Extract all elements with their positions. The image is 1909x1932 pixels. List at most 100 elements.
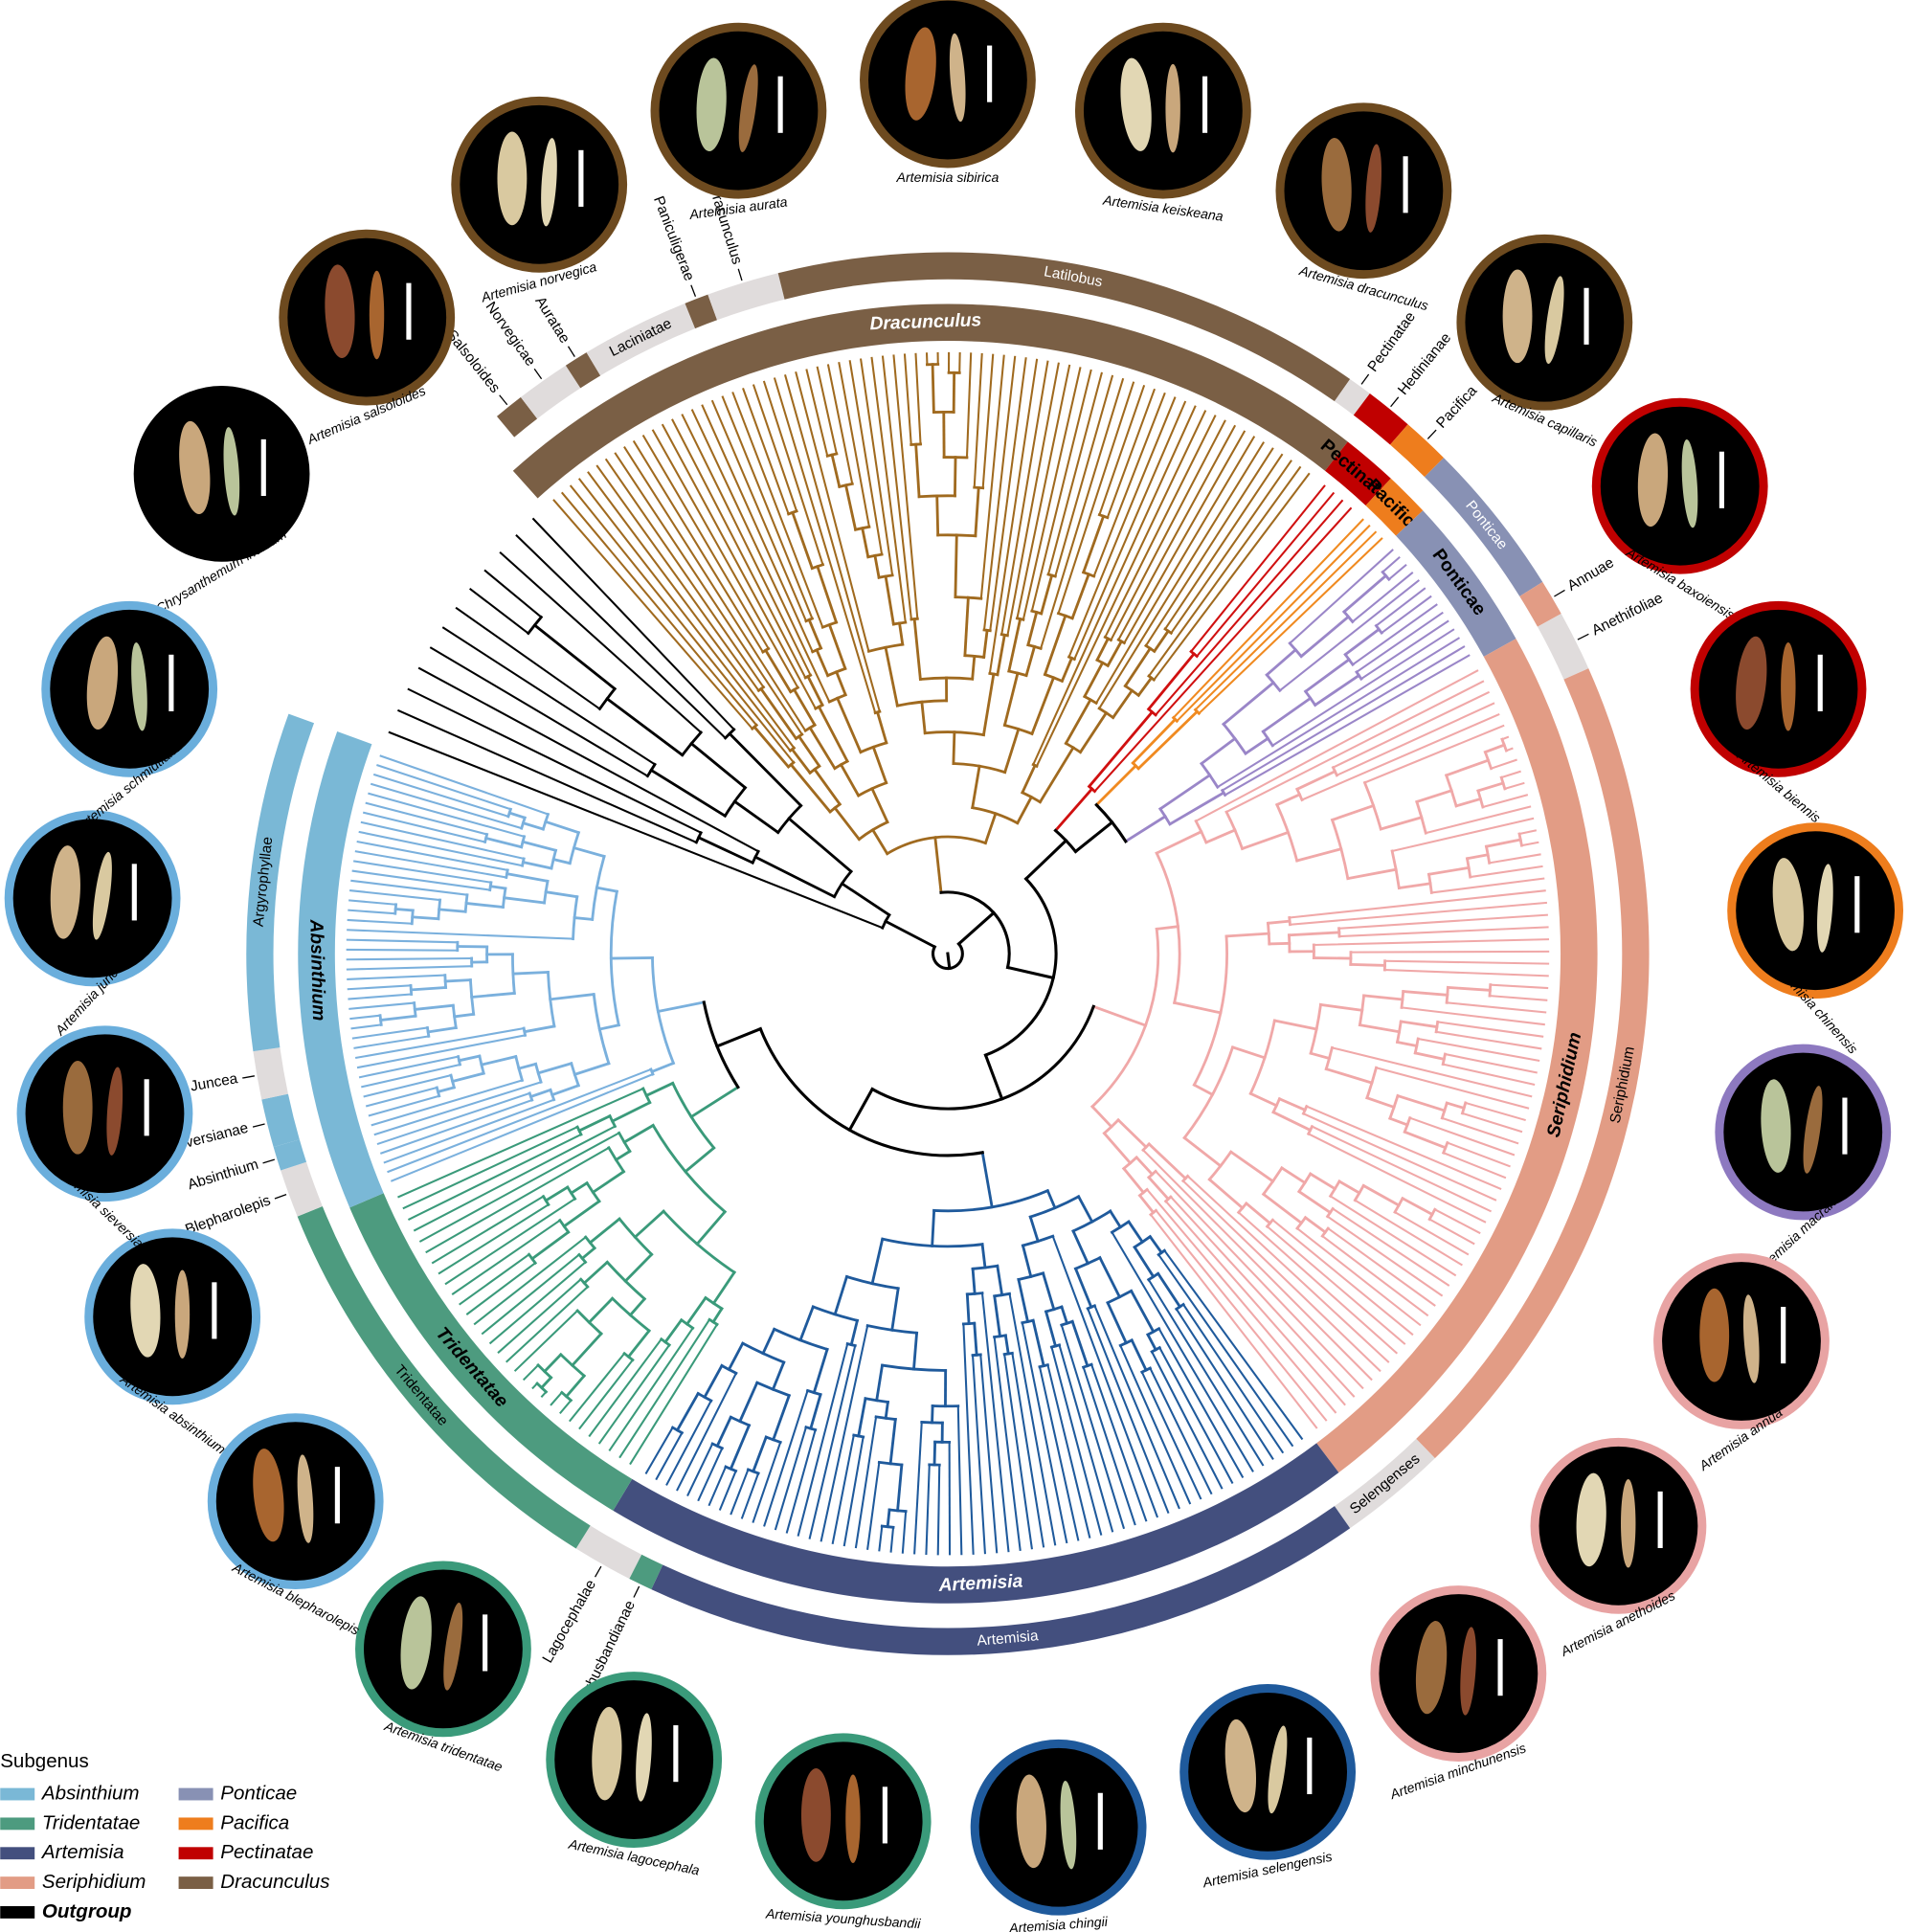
floret	[1742, 1294, 1760, 1383]
floret	[905, 27, 936, 121]
section-tick	[499, 394, 508, 406]
branch	[936, 1464, 941, 1556]
branch	[849, 1318, 860, 1347]
branch	[1148, 1366, 1213, 1495]
branch	[356, 1034, 527, 1069]
branch	[379, 1014, 417, 1022]
floret	[1268, 1725, 1288, 1814]
branch	[1278, 579, 1420, 692]
section-band	[575, 1525, 642, 1579]
branch	[791, 510, 815, 571]
branch	[1461, 1112, 1523, 1134]
branch	[925, 1463, 931, 1556]
branch	[605, 696, 685, 757]
branch	[1335, 702, 1495, 777]
section-band	[1519, 581, 1561, 627]
branch	[848, 360, 884, 556]
branch	[996, 633, 1006, 677]
branch	[1446, 1141, 1511, 1168]
scale-bar	[131, 864, 137, 921]
branch	[436, 1086, 457, 1094]
branch	[1415, 788, 1453, 804]
section-tick	[274, 1194, 287, 1200]
branch	[473, 1235, 588, 1326]
branch	[1129, 1289, 1156, 1334]
branch	[1038, 1365, 1080, 1541]
branch	[839, 762, 861, 798]
branch	[946, 952, 952, 971]
branch	[1355, 611, 1444, 674]
branch	[641, 434, 771, 650]
branch	[790, 747, 813, 775]
branch	[840, 881, 891, 917]
subgenus-label: Tridentatae	[432, 1324, 512, 1412]
branch	[1021, 1321, 1068, 1544]
photo-ring	[1653, 1253, 1830, 1429]
section-tick	[567, 346, 575, 357]
branch	[979, 1353, 999, 1554]
branch	[1123, 814, 1168, 843]
branch	[1121, 1166, 1146, 1195]
branch	[1043, 614, 1067, 677]
branch	[1169, 1195, 1356, 1398]
branch	[965, 1292, 971, 1326]
specimen-photo: Artemisia chingii	[970, 1739, 1147, 1932]
species-label: Artemisia younghusbandii	[765, 1906, 922, 1932]
branch	[833, 1274, 849, 1316]
branch	[407, 1133, 583, 1221]
floret	[174, 1269, 191, 1359]
branch	[426, 1025, 458, 1034]
branch	[843, 483, 858, 531]
branch	[370, 782, 524, 830]
branch	[1134, 1155, 1155, 1177]
floret	[1576, 1472, 1606, 1567]
branch	[806, 674, 824, 708]
scale-bar	[777, 76, 783, 133]
branch	[1194, 669, 1479, 823]
branch	[544, 1185, 570, 1202]
branch	[979, 354, 1005, 600]
branch	[1488, 995, 1548, 1001]
section-band	[1353, 393, 1408, 445]
branch	[1444, 1052, 1538, 1074]
branch	[1403, 1130, 1448, 1150]
branch	[783, 374, 882, 713]
scale-bar	[1497, 1639, 1503, 1696]
branch	[1288, 549, 1394, 645]
branch	[552, 499, 754, 730]
branch	[402, 1125, 579, 1210]
branch	[1157, 1346, 1234, 1484]
branch	[981, 672, 996, 737]
photo-ring	[1074, 22, 1251, 199]
branch	[441, 626, 657, 766]
branch	[1181, 1303, 1285, 1454]
branch	[1287, 931, 1341, 937]
branch	[1197, 537, 1383, 715]
branch	[797, 734, 821, 769]
branch	[980, 1243, 987, 1269]
branch	[1380, 595, 1432, 635]
branch	[513, 1309, 579, 1372]
floret	[1621, 1478, 1636, 1568]
floret	[738, 64, 758, 152]
branch	[1060, 656, 1074, 684]
floret	[592, 1706, 622, 1801]
branch	[1430, 877, 1545, 894]
branch	[1064, 697, 1092, 746]
branch	[387, 1067, 653, 1174]
floret	[1224, 1719, 1257, 1813]
branch	[1416, 1037, 1540, 1063]
legend-swatch	[178, 1817, 213, 1831]
branch	[413, 1125, 617, 1232]
photo-ring	[546, 1672, 723, 1848]
branch	[1349, 950, 1550, 954]
branch	[1261, 1192, 1304, 1225]
branch	[870, 356, 907, 624]
branch	[1426, 865, 1471, 876]
branch	[954, 533, 958, 599]
branch	[1130, 1338, 1148, 1373]
photo-ring	[970, 1739, 1147, 1916]
branch	[464, 901, 505, 910]
branch	[618, 1317, 711, 1459]
branch	[1097, 441, 1266, 710]
